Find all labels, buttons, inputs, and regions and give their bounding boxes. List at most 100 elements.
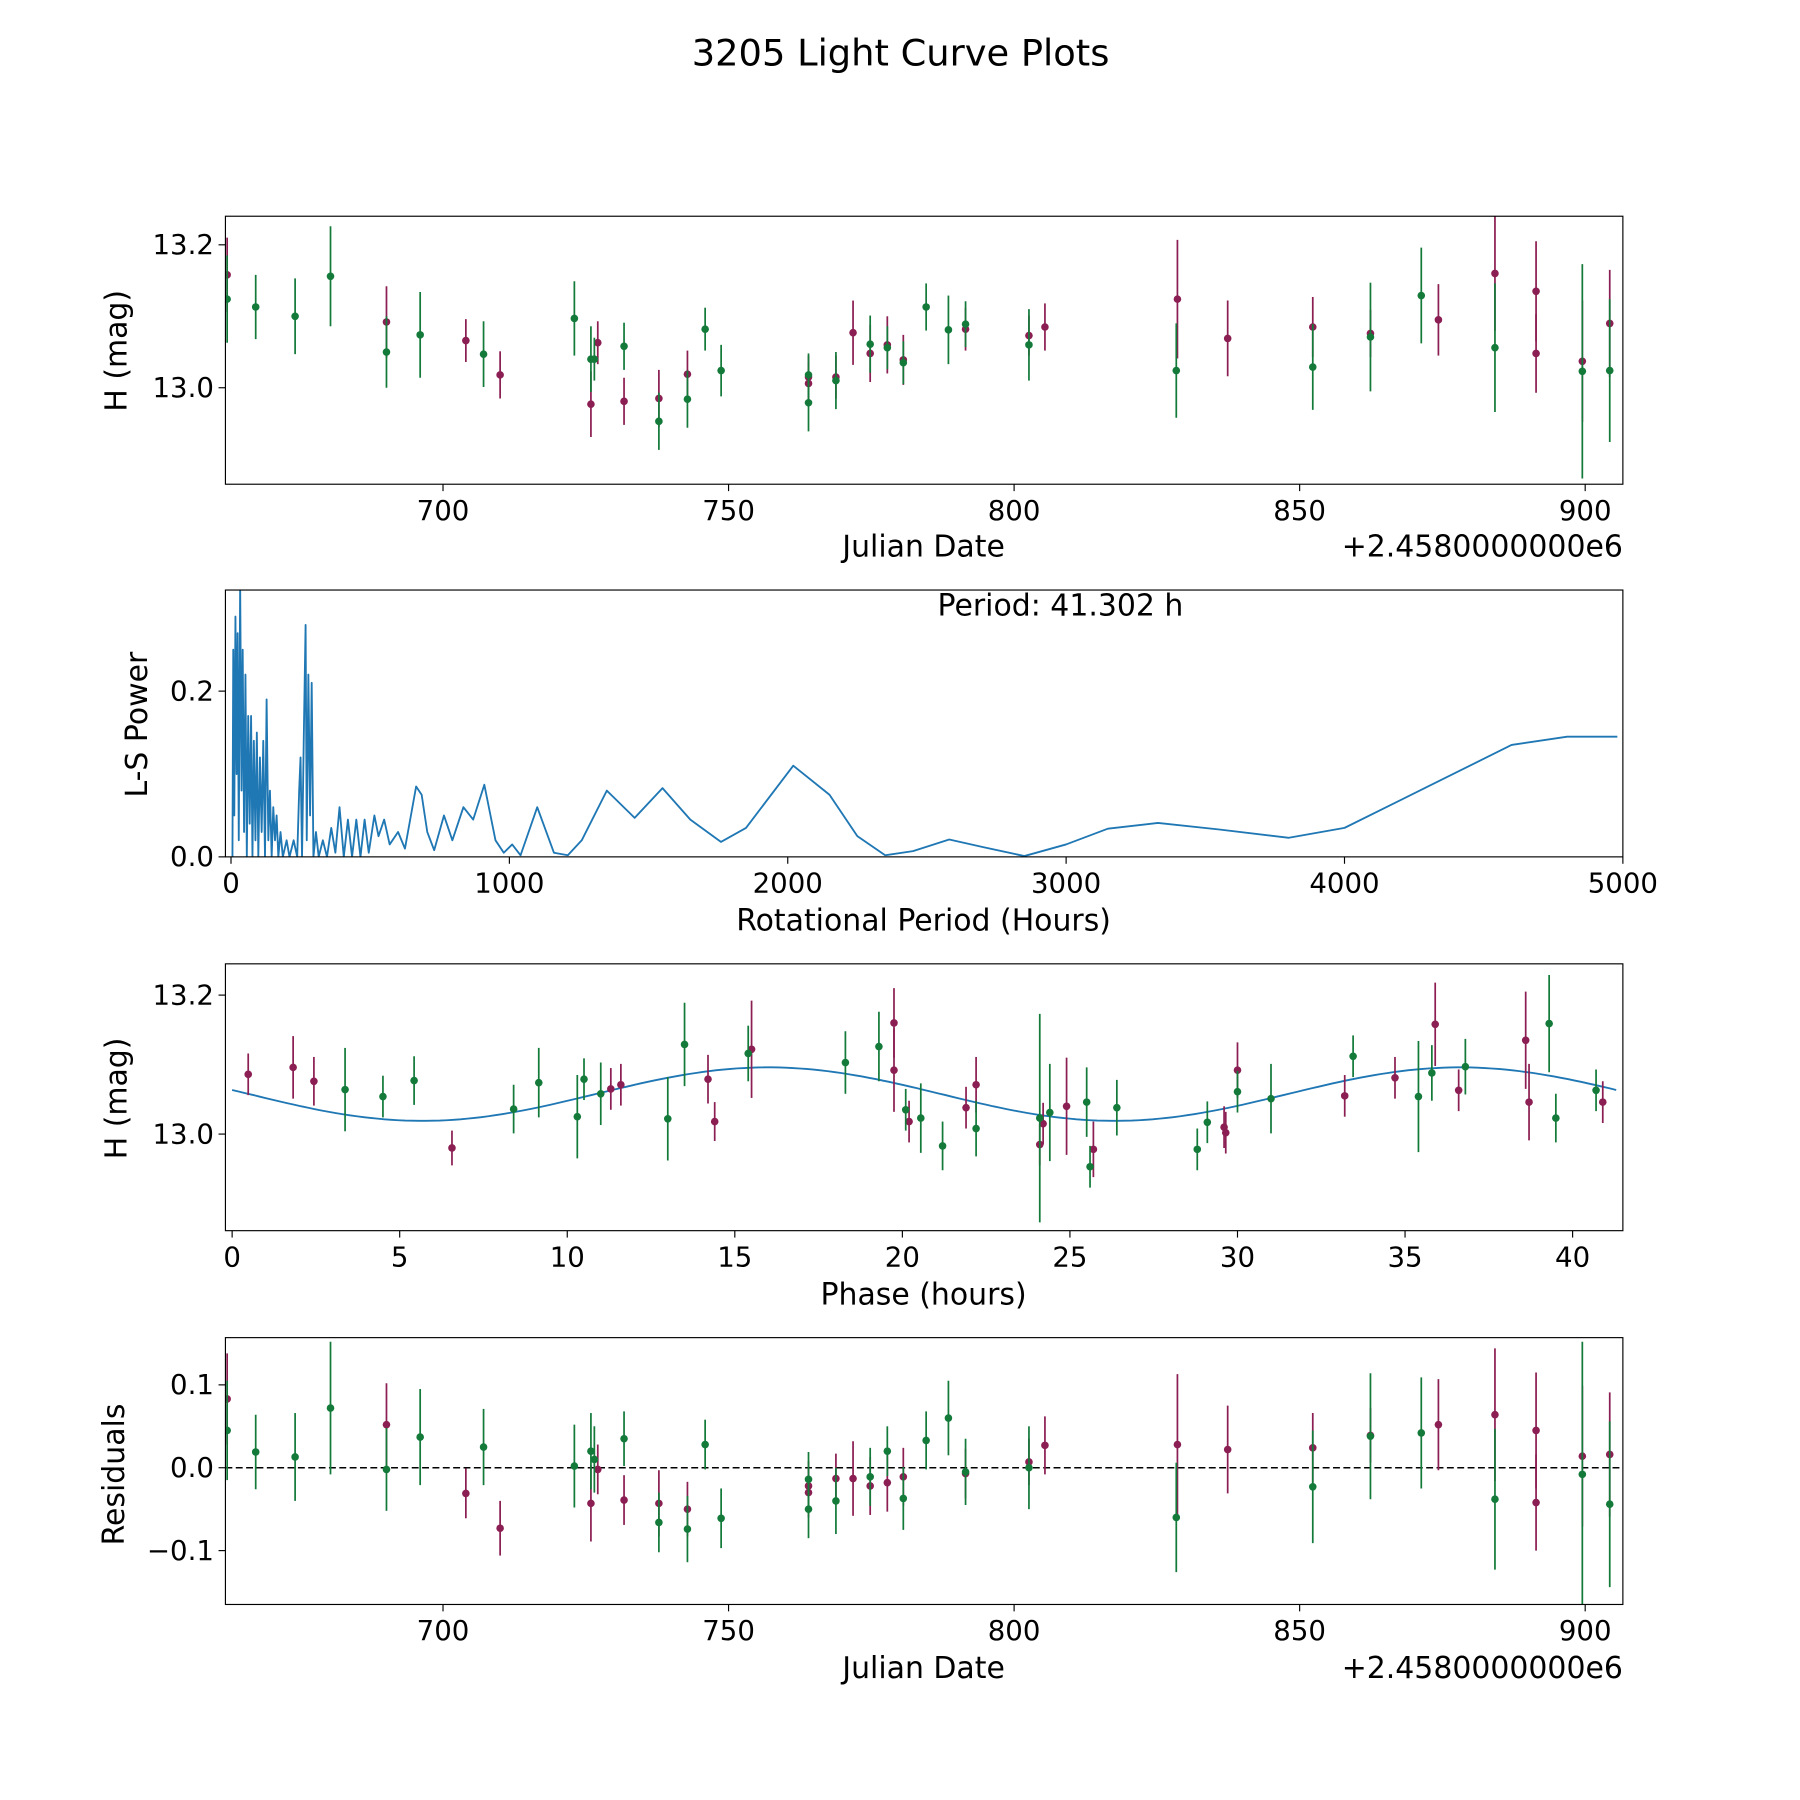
data-point-b — [1113, 1103, 1121, 1112]
data-point-b — [944, 1414, 953, 1422]
x-tick-label: 800 — [988, 1614, 1041, 1647]
x-tick-label: 750 — [702, 494, 755, 527]
data-point-b — [832, 1497, 840, 1505]
data-point-a — [890, 1066, 898, 1074]
data-point-b — [1414, 1092, 1423, 1101]
x-axis-label: Rotational Period (Hours) — [736, 903, 1111, 938]
x-tick-label: 10 — [550, 1240, 585, 1273]
data-point-b — [620, 342, 628, 351]
axes-frame — [224, 963, 1624, 1232]
data-point-b — [875, 1042, 883, 1051]
data-point-b — [479, 1443, 488, 1451]
x-tick-label: 20 — [885, 1240, 920, 1273]
axes-frame — [224, 215, 1624, 485]
x-tick-label: 4000 — [1309, 867, 1379, 900]
data-point-a — [1041, 1441, 1049, 1450]
data-point-b — [341, 1085, 349, 1094]
data-point-b — [1491, 343, 1499, 352]
data-point-b — [509, 1105, 518, 1113]
data-point-b — [683, 1525, 692, 1533]
data-point-b — [663, 1114, 672, 1123]
data-point-b — [899, 1494, 908, 1503]
data-point-a — [620, 1496, 628, 1504]
data-point-a — [890, 1019, 898, 1027]
data-point-b — [1417, 291, 1426, 300]
data-point-b — [1578, 367, 1587, 376]
data-point-b — [291, 312, 299, 321]
y-tick-label: −0.1 — [147, 1534, 214, 1567]
data-point-b — [701, 325, 709, 333]
data-point-a — [1041, 323, 1049, 331]
data-point-a — [382, 1420, 391, 1429]
data-point-a — [1434, 316, 1443, 324]
data-point-b — [1578, 1470, 1587, 1479]
data-point-b — [225, 1426, 231, 1435]
data-point-b — [1428, 1069, 1436, 1077]
data-point-a — [1454, 1086, 1463, 1095]
x-tick-label: 3000 — [1031, 867, 1101, 900]
data-point-a — [1532, 287, 1540, 296]
data-point-a — [1491, 1410, 1499, 1419]
data-point-b — [570, 314, 579, 323]
y-tick-label: 0.2 — [170, 674, 214, 707]
data-point-a — [496, 1524, 504, 1533]
data-point-b — [883, 1447, 892, 1455]
x-tick-label: 5 — [391, 1240, 409, 1273]
data-point-a — [710, 1117, 719, 1126]
x-tick-label: 850 — [1273, 494, 1326, 527]
model-fit-curve — [231, 1066, 1617, 1122]
x-tick-label: 5000 — [1588, 867, 1658, 900]
data-point-b — [804, 398, 813, 407]
data-point-b — [416, 1433, 424, 1441]
data-point-b — [841, 1058, 850, 1067]
data-point-a — [1173, 295, 1182, 303]
data-point-b — [1491, 1495, 1499, 1504]
data-point-a — [1532, 1498, 1540, 1507]
axes-frame — [224, 589, 1624, 858]
x-tick-label: 850 — [1273, 1614, 1326, 1647]
data-point-b — [1461, 1062, 1470, 1071]
data-point-a — [1062, 1102, 1071, 1111]
data-point-a — [1391, 1074, 1399, 1082]
data-point-b — [590, 1455, 599, 1464]
data-point-b — [972, 1124, 980, 1133]
data-point-b — [1366, 333, 1375, 341]
periodogram-line — [231, 590, 1618, 857]
data-point-b — [866, 340, 874, 348]
data-point-b — [922, 303, 930, 311]
data-point-a — [607, 1085, 615, 1093]
data-point-b — [1035, 1114, 1044, 1122]
data-point-b — [251, 303, 260, 311]
x-offset-label: +2.4580000000e6 — [1342, 530, 1623, 565]
y-tick-label: 0.0 — [170, 840, 214, 873]
data-point-b — [587, 1447, 595, 1455]
data-point-b — [1233, 1087, 1242, 1096]
x-axis-label: Julian Date — [840, 530, 1005, 565]
y-axis-label: Residuals — [97, 1404, 132, 1546]
data-point-b — [225, 295, 231, 303]
data-point-b — [1545, 1019, 1553, 1028]
data-point-a — [587, 400, 595, 408]
plot-area — [231, 590, 1618, 857]
data-point-b — [804, 1475, 813, 1484]
data-point-b — [534, 1078, 543, 1087]
data-point-b — [596, 1089, 605, 1098]
x-tick-label: 800 — [988, 494, 1041, 527]
data-point-b — [883, 343, 892, 352]
data-point-b — [701, 1440, 709, 1449]
data-point-a — [617, 1080, 625, 1089]
y-tick-label: 13.0 — [152, 1117, 213, 1150]
data-point-a — [593, 1465, 602, 1474]
data-point-b — [1025, 1463, 1033, 1472]
data-point-a — [1223, 334, 1232, 343]
x-tick-label: 900 — [1559, 1614, 1612, 1647]
data-point-a — [1532, 349, 1540, 358]
data-point-b — [416, 331, 424, 339]
phased-panel: Phase (hours) H (mag) 0 5 10 15 20 25 30 35 40 13… — [100, 963, 1624, 1312]
data-point-b — [901, 1105, 910, 1114]
data-point-a — [1233, 1066, 1242, 1074]
data-point-b — [917, 1114, 925, 1122]
x-tick-label: 700 — [417, 494, 470, 527]
data-point-b — [410, 1076, 418, 1085]
x-offset-label: +2.4580000000e6 — [1342, 1651, 1623, 1686]
